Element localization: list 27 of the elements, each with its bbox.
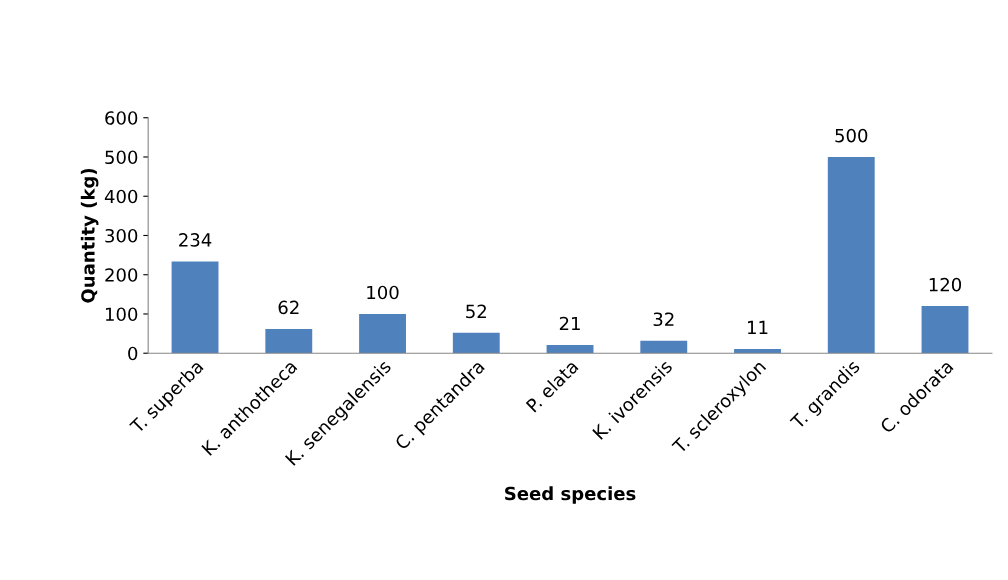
y-tick-label: 600	[105, 111, 138, 125]
x-axis-title: Seed species	[505, 486, 636, 504]
data-label: 120	[929, 277, 962, 292]
y-tick-label: 0	[128, 346, 138, 361]
bar	[546, 344, 594, 354]
data-label: 52	[466, 304, 486, 319]
data-label: 32	[653, 312, 674, 327]
data-label: 62	[278, 300, 299, 315]
bar	[734, 348, 781, 354]
bar	[359, 313, 406, 354]
y-tick-label: 200	[105, 268, 138, 282]
y-tick-label: 400	[104, 189, 138, 204]
y-axis-title: Quantity (kg)	[80, 168, 99, 303]
bar	[640, 340, 688, 354]
data-label: 11	[748, 320, 768, 335]
y-tick-label: 300	[105, 228, 138, 243]
data-label: 500	[835, 128, 868, 143]
data-label: 21	[559, 316, 580, 331]
y-tick-label: 100	[105, 307, 138, 322]
bar	[921, 306, 969, 354]
y-tick-label: 500	[105, 150, 138, 165]
data-label: 234	[179, 233, 212, 247]
bar	[452, 332, 500, 354]
bar	[265, 328, 313, 354]
bar	[827, 156, 875, 354]
bar	[171, 261, 219, 354]
data-label: 100	[367, 285, 399, 300]
